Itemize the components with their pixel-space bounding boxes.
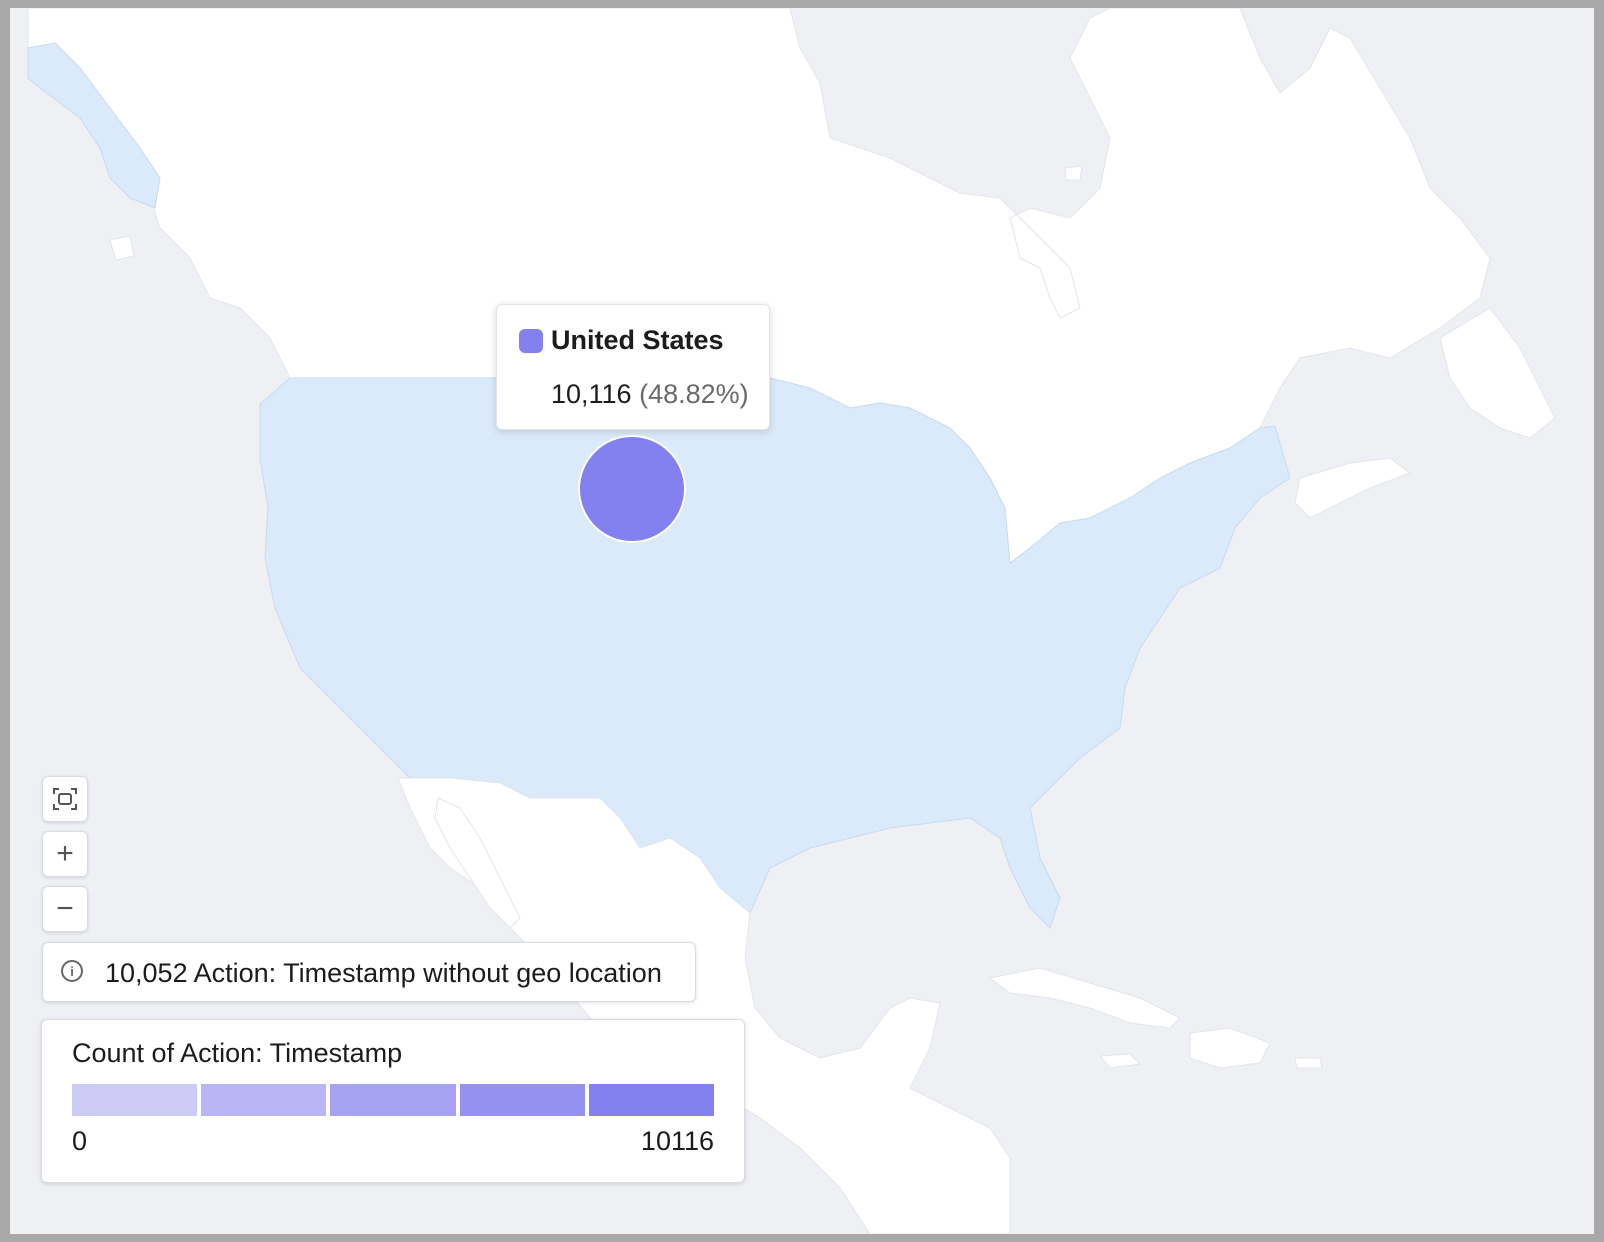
land-canada <box>27 8 1491 564</box>
land-newfoundland <box>1439 307 1556 439</box>
legend-color-scale <box>72 1084 715 1116</box>
land-island-1 <box>109 235 135 261</box>
info-icon: i <box>61 960 83 982</box>
land-puerto-rico <box>1294 1057 1323 1069</box>
legend-step-4 <box>459 1084 585 1116</box>
fit-bounds-button[interactable] <box>42 776 88 822</box>
tooltip-count: 10,116 <box>551 379 632 409</box>
land-alaska-panhandle <box>27 42 161 209</box>
geo-missing-text: 10,052 Action: Timestamp without geo loc… <box>105 958 662 988</box>
legend-step-3 <box>330 1084 456 1116</box>
land-nova-scotia <box>1294 457 1412 519</box>
legend-step-1 <box>72 1084 198 1116</box>
map-tooltip: United States 10,116 (48.82%) <box>496 304 770 430</box>
land-baja <box>434 797 521 929</box>
map-frame: United States 10,116 (48.82%) + − i 10,0… <box>10 8 1594 1234</box>
land-hispaniola <box>1189 1027 1271 1069</box>
geo-missing-notice: i 10,052 Action: Timestamp without geo l… <box>42 942 696 1002</box>
marker-united-states[interactable] <box>578 435 686 543</box>
legend-step-2 <box>201 1084 327 1116</box>
land-jamaica <box>1098 1053 1142 1069</box>
legend-max: 10116 <box>640 1126 714 1156</box>
legend-min: 0 <box>72 1126 88 1156</box>
zoom-in-button[interactable]: + <box>42 831 88 877</box>
tooltip-value-row: 10,116 (48.82%) <box>551 379 749 410</box>
legend-title: Count of Action: Timestamp <box>72 1038 403 1068</box>
land-cuba <box>988 967 1181 1029</box>
series-color-swatch <box>519 329 543 353</box>
tooltip-percent: (48.82%) <box>639 379 749 409</box>
land-island-2 <box>1064 165 1083 181</box>
tooltip-country: United States <box>551 325 724 355</box>
fit-bounds-icon <box>53 788 77 810</box>
zoom-out-button[interactable]: − <box>42 886 88 932</box>
color-legend: Count of Action: Timestamp 0 10116 <box>41 1019 745 1183</box>
legend-step-5 <box>588 1084 715 1116</box>
